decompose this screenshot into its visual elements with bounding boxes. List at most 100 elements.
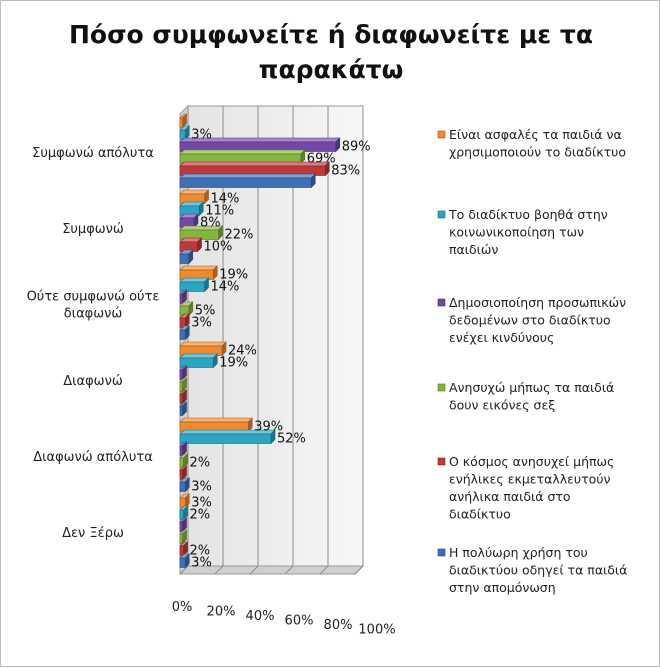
legend-swatch bbox=[437, 383, 446, 392]
bar-top bbox=[179, 353, 218, 359]
legend-label: δεδομένων στο διαδίκτυο bbox=[449, 313, 611, 328]
data-label: 14% bbox=[211, 192, 240, 207]
legend-swatch bbox=[437, 130, 446, 139]
bar bbox=[179, 529, 188, 545]
bar bbox=[179, 453, 189, 469]
series-group bbox=[179, 137, 341, 533]
series-group bbox=[179, 149, 306, 545]
data-label: 3% bbox=[191, 556, 212, 571]
bar bbox=[179, 389, 188, 405]
bar bbox=[179, 417, 253, 433]
category-label: Διαφωνώ bbox=[63, 374, 122, 389]
gridline-floor bbox=[284, 565, 294, 575]
bar-front bbox=[179, 293, 183, 304]
chart-title-line-2: παρακάτω bbox=[259, 55, 404, 84]
legend-label: κοινωνικοποίηση των bbox=[449, 225, 584, 240]
bar bbox=[179, 313, 190, 329]
bar-top bbox=[179, 149, 306, 155]
category-label: Δεν Ξέρω bbox=[62, 526, 124, 541]
gridline-floor bbox=[249, 565, 259, 575]
chart-title: Πόσο συμφωνείτε ή διαφωνείτε με τα παρακ… bbox=[69, 20, 593, 84]
legend-label: διαδίκτυο bbox=[449, 507, 511, 522]
category-label: Συμφωνώ απόλυτα bbox=[32, 146, 154, 161]
legend-item: Ανησυχώ μήπως τα παιδιά δουν εικόνες σεξ bbox=[437, 380, 614, 413]
bar bbox=[179, 289, 188, 305]
x-tick-label: 20% bbox=[207, 605, 236, 620]
bar-top bbox=[179, 277, 210, 283]
bar-front bbox=[179, 253, 190, 264]
data-label: 69% bbox=[307, 152, 336, 167]
legend-item: Δημοσιοποίηση προσωπικών δεδομένων στο δι… bbox=[437, 295, 626, 345]
chart-title-line-1: Πόσο συμφωνείτε ή διαφωνείτε με τα bbox=[69, 20, 593, 49]
gridline-floor bbox=[214, 565, 224, 575]
bar bbox=[179, 249, 194, 265]
legend-swatch bbox=[437, 548, 446, 557]
bar bbox=[179, 237, 203, 253]
bar bbox=[179, 377, 188, 393]
category-label: Διαφωνώ απόλυτα bbox=[33, 450, 153, 465]
data-label: 5% bbox=[195, 304, 216, 319]
bar-top bbox=[179, 173, 316, 179]
bar-top bbox=[179, 189, 210, 195]
bar bbox=[179, 401, 188, 417]
bar bbox=[179, 149, 306, 165]
bar bbox=[179, 353, 218, 369]
data-label: 3% bbox=[191, 496, 212, 511]
legend-item: Το διαδίκτυο βοηθά στην κοινωνικοποίηση τ… bbox=[437, 207, 608, 257]
bar-top bbox=[179, 341, 227, 347]
bar bbox=[179, 541, 189, 557]
legend-label: Δημοσιοποίηση προσωπικών bbox=[449, 295, 626, 310]
legend-label: χρησιμοποιούν το διαδίκτυο bbox=[449, 145, 626, 160]
bar bbox=[179, 265, 218, 281]
gridline-floor bbox=[319, 565, 329, 575]
x-axis-ticks: 0% 20% 40% 60% 80% 100% bbox=[172, 600, 396, 638]
bar bbox=[179, 477, 190, 493]
bar-front bbox=[179, 393, 183, 404]
data-label: 2% bbox=[190, 456, 211, 471]
bar bbox=[179, 189, 210, 205]
data-label: 3% bbox=[191, 128, 212, 143]
category-label: Συμφωνώ bbox=[62, 222, 124, 237]
bar bbox=[179, 213, 199, 229]
bar-top bbox=[179, 265, 218, 271]
bar-front bbox=[179, 405, 183, 416]
bar-front bbox=[179, 369, 183, 380]
data-label: 22% bbox=[225, 228, 254, 243]
x-tick-label: 40% bbox=[246, 609, 275, 624]
category-labels: Συμφωνώ απόλυτα Συμφωνώ Ούτε συμφωνώ ούτε δ… bbox=[27, 146, 160, 541]
legend-label: Ανησυχώ μήπως τα παιδιά bbox=[449, 380, 614, 395]
gridline-floor bbox=[179, 565, 189, 575]
series-group bbox=[179, 125, 276, 521]
legend-swatch bbox=[437, 210, 446, 219]
bar bbox=[179, 517, 188, 533]
data-label: 2% bbox=[190, 544, 211, 559]
data-label: 3% bbox=[191, 316, 212, 331]
data-label: 14% bbox=[211, 280, 240, 295]
data-label: 8% bbox=[200, 216, 221, 231]
data-label: 10% bbox=[204, 240, 233, 255]
legend-label: στην απομόνωση bbox=[449, 580, 556, 595]
data-label: 83% bbox=[331, 164, 360, 179]
legend-label: δουν εικόνες σεξ bbox=[449, 398, 555, 413]
series-group bbox=[179, 113, 253, 509]
legend-item: Είναι ασφαλές τα παιδιά να χρησιμοποιούν … bbox=[437, 127, 626, 160]
legend-swatch bbox=[437, 298, 446, 307]
bar bbox=[179, 201, 204, 217]
data-label: 24% bbox=[228, 344, 257, 359]
x-tick-label: 60% bbox=[285, 614, 314, 629]
x-tick-label: 100% bbox=[358, 623, 395, 638]
bar-front bbox=[179, 457, 184, 468]
data-label: 11% bbox=[205, 204, 234, 219]
legend-label: Είναι ασφαλές τα παιδιά να bbox=[449, 127, 622, 142]
bar bbox=[179, 441, 188, 457]
bar-front bbox=[179, 329, 186, 340]
legend-item: Ο κόσμος ανησυχεί μήπως ενήλικες εκμεταλλ… bbox=[437, 454, 614, 522]
bar bbox=[179, 301, 194, 317]
legend-label: ενήλικες εκμεταλλευτούν bbox=[449, 472, 611, 487]
x-tick-label: 0% bbox=[172, 600, 193, 615]
bar bbox=[179, 173, 316, 189]
legend: Είναι ασφαλές τα παιδιά να χρησιμοποιούν … bbox=[437, 127, 627, 595]
bar bbox=[179, 429, 276, 445]
legend-label: ανήλικα παιδιά στο bbox=[449, 489, 571, 504]
